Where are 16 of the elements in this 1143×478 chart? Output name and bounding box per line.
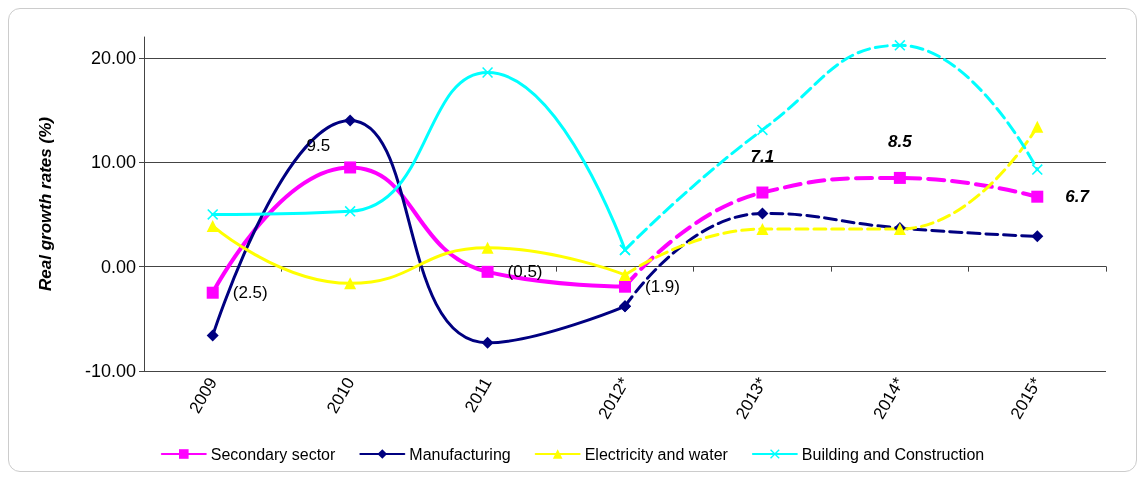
y-tick-label: 10.00: [90, 152, 136, 173]
data-label: (1.9): [645, 276, 680, 296]
data-label: (2.5): [232, 283, 268, 303]
legend-label: Manufacturing: [409, 445, 511, 463]
data-label: 9.5: [306, 135, 331, 155]
data-label: 6.7: [1065, 187, 1091, 207]
y-tick-label: 20.00: [90, 47, 136, 68]
data-label: 8.5: [888, 131, 913, 151]
legend-label: Secondary sector: [210, 445, 336, 463]
data-label: 7.1: [750, 146, 775, 166]
legend-label: Building and Construction: [801, 445, 985, 463]
y-tick-label: -10.00: [84, 361, 136, 381]
y-axis-title: Real growth rates (%): [36, 116, 55, 291]
legend-label: Electricity and water: [584, 445, 729, 463]
y-tick-label: 0.00: [100, 256, 136, 277]
data-label: (0.5): [507, 262, 543, 282]
